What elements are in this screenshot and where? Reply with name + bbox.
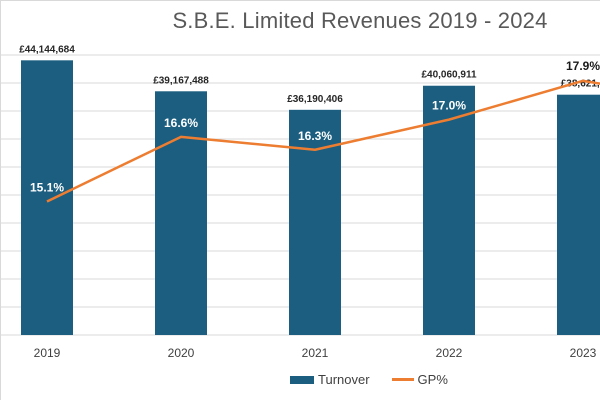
bar-turnover	[155, 91, 207, 335]
chart-title: S.B.E. Limited Revenues 2019 - 2024	[172, 8, 548, 33]
bar-data-label: £44,144,684	[19, 44, 75, 55]
line-data-label: 17.9%	[566, 59, 600, 73]
line-data-label: 16.6%	[164, 116, 198, 130]
legend-label-turnover: Turnover	[318, 372, 370, 387]
bar-data-label: £39,167,488	[153, 75, 209, 86]
bar-turnover	[423, 85, 475, 335]
x-tick-label: 2019	[34, 346, 61, 360]
x-tick-label: 2023	[570, 346, 597, 360]
bar-data-label: £36,190,406	[287, 94, 343, 105]
x-tick-label: 2020	[168, 346, 195, 360]
bar-turnover	[289, 109, 341, 336]
legend-item-turnover: Turnover	[290, 372, 370, 387]
bar-turnover	[557, 94, 600, 335]
bar-data-label: £38,621,1	[561, 79, 600, 90]
legend: Turnover GP%	[290, 372, 470, 387]
x-tick-label: 2021	[302, 346, 329, 360]
legend-item-gp: GP%	[391, 372, 448, 387]
line-data-label: 16.3%	[298, 129, 332, 143]
legend-swatch-gp	[391, 378, 414, 381]
bar-data-label: £40,060,911	[421, 70, 476, 81]
legend-swatch-turnover	[290, 375, 314, 384]
bar-turnover	[21, 60, 73, 336]
x-tick-label: 2022	[436, 346, 463, 360]
legend-label-gp: GP%	[417, 372, 448, 387]
line-data-label: 15.1%	[30, 180, 64, 194]
line-gp	[46, 79, 600, 203]
line-data-label: 17.0%	[432, 99, 466, 113]
